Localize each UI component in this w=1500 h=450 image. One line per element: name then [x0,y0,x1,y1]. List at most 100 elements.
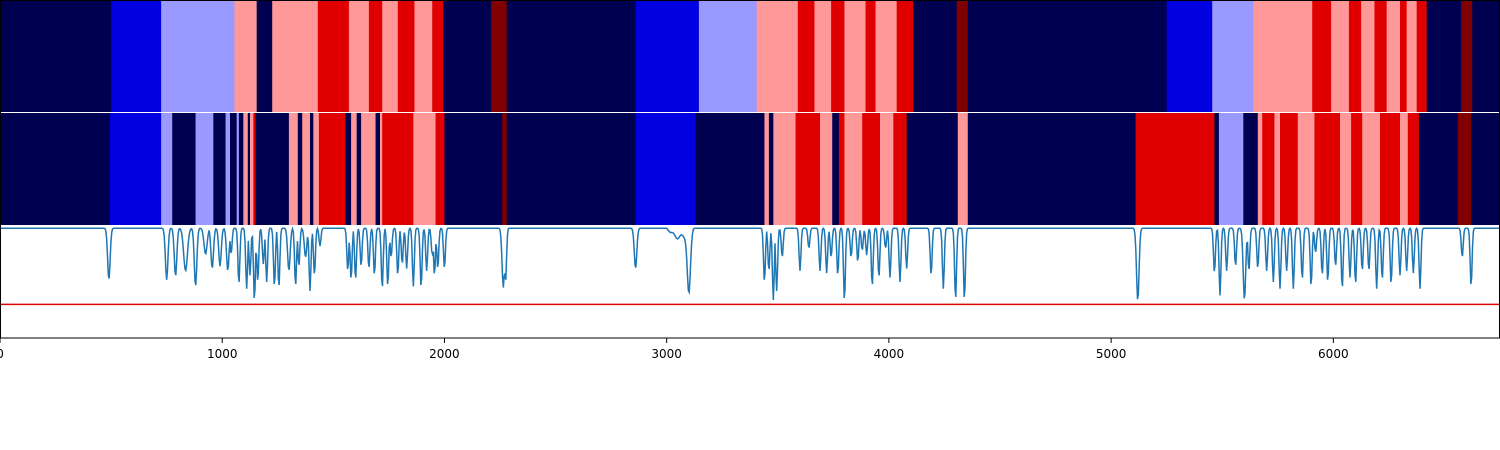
heatmap-cell [820,113,833,225]
heatmap-cell [1340,113,1352,225]
heatmap-cell [111,0,162,112]
heatmap-cell [880,113,894,225]
heatmap-cell [432,0,444,112]
heatmap-cell [875,0,898,112]
heatmap-cell [862,113,881,225]
heatmap-cell [795,113,821,225]
heatmap-cell [255,113,290,225]
heatmap-cell [247,113,251,225]
heatmap-cell [1461,0,1473,112]
heatmap-cell [348,0,370,112]
heatmap-cell [361,113,377,225]
heatmap-cell [1135,113,1216,225]
x-tick-label: 6000 [1318,347,1349,361]
heatmap-cell [1314,113,1341,225]
x-tick-label: 1000 [207,347,238,361]
heatmap-cell [1253,0,1283,112]
x-tick-label: 2000 [429,347,460,361]
heatmap-cell [906,113,959,225]
heatmap-bands [0,0,1500,225]
heatmap-cell [1400,0,1408,112]
heatmap-cell [635,0,700,112]
heatmap-cell [195,113,214,225]
heatmap-cell [1416,0,1428,112]
heatmap-cell [832,113,840,225]
x-tick-label: 4000 [874,347,905,361]
heatmap-cell [1297,113,1316,225]
heatmap-cell [272,0,319,112]
heatmap-cell [814,0,832,112]
heatmap-cell [865,0,877,112]
heatmap-cell [413,113,437,225]
heatmap-cell [297,113,303,225]
heatmap-cell [1407,113,1420,225]
heatmap-cell [213,113,227,225]
heatmap-cell [1257,113,1263,225]
heatmap-cell [351,113,358,225]
x-tick-label: 3000 [651,347,682,361]
heatmap-cell [764,113,770,225]
heatmap-cell [161,113,173,225]
heatmap-cell [172,113,197,225]
heatmap-cell [397,0,416,112]
heatmap-cell [375,113,381,225]
heatmap-cell [310,113,314,225]
heatmap-cell [382,113,414,225]
heatmap-cell [957,113,969,225]
heatmap-cell [1457,113,1472,225]
heatmap-cell [317,0,350,112]
heatmap-cell [1348,0,1362,112]
heatmap-cell [956,0,969,112]
heatmap-cell [243,113,249,225]
heatmap-cell [356,113,362,225]
heatmap-cell [0,0,112,112]
heatmap-cell [368,0,383,112]
heatmap-cell [1374,0,1388,112]
heatmap-cell [345,113,352,225]
heatmap-cell [967,113,1137,225]
heatmap-cell [913,0,958,112]
signal-series-line [0,226,1500,300]
heatmap-cell [773,113,797,225]
heatmap-cell [443,0,492,112]
heatmap-cell [506,0,637,112]
middle-band [0,113,1500,225]
heatmap-cell [695,113,766,225]
heatmap-cell [1212,0,1254,112]
heatmap-cell [1331,0,1350,112]
heatmap-cell [893,113,908,225]
heatmap-cell [313,113,320,225]
heatmap-cell [491,0,508,112]
heatmap-cell [1351,113,1363,225]
heatmap-cell [225,113,231,225]
heatmap-cell [1471,113,1500,225]
heatmap-cell [238,113,244,225]
heatmap-cell [380,113,383,225]
heatmap-cell [1406,0,1418,112]
heatmap-cell [1218,113,1244,225]
heatmap-cell [382,0,399,112]
heatmap-cell [1361,0,1376,112]
heatmap-cell [768,113,774,225]
heatmap-cell [1214,113,1220,225]
heatmap-cell [444,113,503,225]
heatmap-cell [838,113,846,225]
heatmap-cell [502,113,508,225]
heatmap-cell [234,0,258,112]
heatmap-cell [506,113,637,225]
heatmap-cell [1418,113,1459,225]
heatmap-cell [161,0,236,112]
heatmap-cell [831,0,846,112]
heatmap-cell [236,113,240,225]
heatmap-cell [1166,0,1213,112]
heatmap-cell [1312,0,1332,112]
heatmap-cell [302,113,311,225]
heatmap-cell [0,113,111,225]
heatmap-cell [1280,113,1299,225]
heatmap-cell [253,113,257,225]
heatmap-cell [414,0,433,112]
heatmap-cell [1426,0,1462,112]
heatmap-cell [1282,0,1313,112]
heatmap-cell [797,0,816,112]
